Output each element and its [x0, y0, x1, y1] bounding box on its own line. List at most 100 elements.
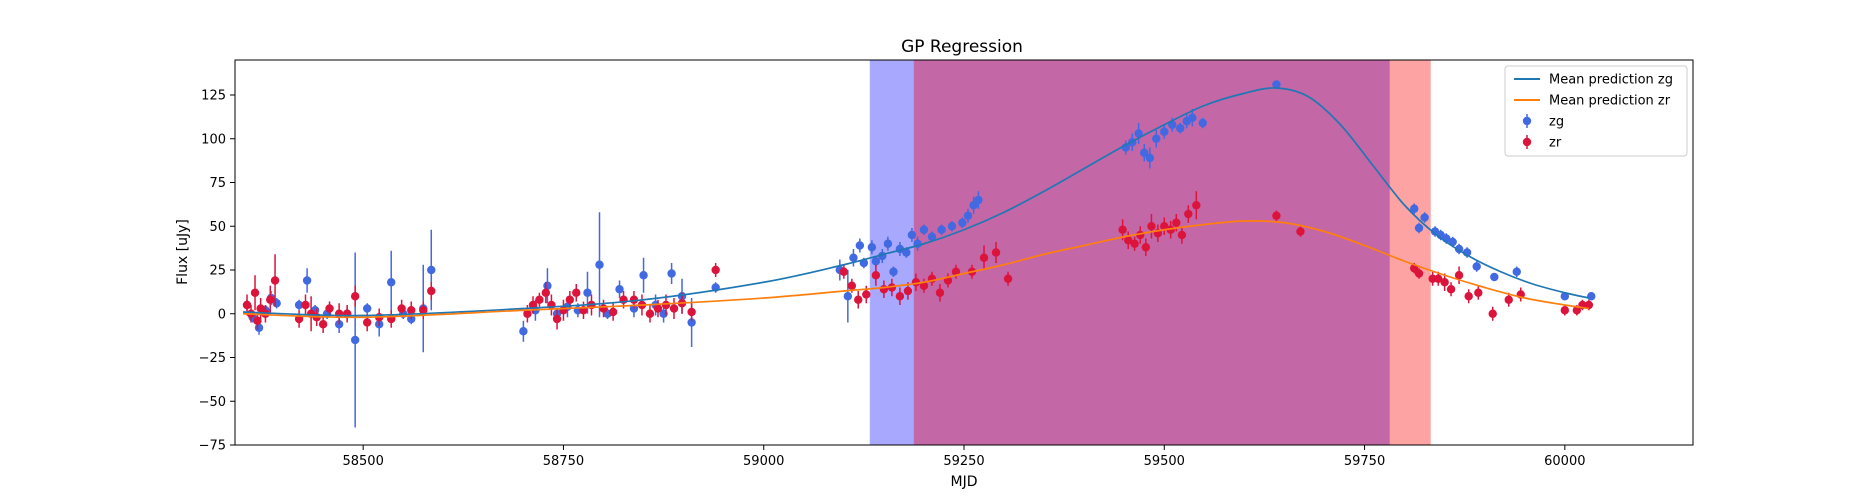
- data-point: [318, 320, 328, 329]
- data-point: [1140, 148, 1149, 157]
- data-point: [867, 243, 877, 252]
- data-point: [543, 281, 552, 290]
- shaded-region: [914, 60, 1391, 445]
- legend-marker-swatch: [1522, 137, 1532, 147]
- data-point: [427, 265, 436, 275]
- data-point: [902, 248, 911, 257]
- data-point: [1584, 300, 1594, 310]
- data-point: [325, 304, 334, 313]
- x-axis-title: MJD: [951, 474, 978, 490]
- chart-title: GP Regression: [901, 37, 1023, 57]
- data-point: [947, 222, 957, 231]
- data-point: [895, 292, 905, 301]
- data-point: [919, 225, 929, 234]
- x-tick-label: 59500: [1144, 454, 1185, 469]
- data-point: [889, 267, 898, 276]
- data-point: [907, 230, 917, 240]
- data-point: [871, 271, 881, 280]
- data-point: [350, 335, 360, 345]
- x-axis: 58500 58750 59000 59250 59500 59750 60000: [342, 445, 1586, 469]
- data-point: [1434, 274, 1443, 283]
- shaded-region: [1390, 60, 1431, 445]
- data-point: [687, 307, 696, 317]
- data-point: [903, 286, 913, 296]
- y-axis-title: Flux [uJy]: [175, 219, 191, 285]
- data-point: [883, 239, 893, 248]
- data-point: [1188, 113, 1197, 122]
- data-point: [862, 290, 871, 299]
- data-point: [1198, 118, 1207, 128]
- y-tick-label: 0: [218, 307, 226, 322]
- data-point: [535, 295, 544, 304]
- data-point: [645, 309, 655, 318]
- data-point: [979, 253, 989, 262]
- y-tick-label: −25: [199, 351, 226, 366]
- data-point: [519, 327, 528, 336]
- data-point: [847, 281, 857, 290]
- data-point: [1177, 230, 1187, 240]
- y-tick-label: −50: [199, 395, 226, 410]
- data-point: [879, 285, 889, 294]
- data-point: [1172, 218, 1181, 227]
- data-point: [565, 295, 575, 304]
- data-point: [266, 295, 275, 304]
- data-point: [362, 304, 372, 313]
- data-point: [1118, 225, 1127, 234]
- data-point: [1145, 153, 1155, 163]
- data-point: [974, 195, 983, 205]
- data-point: [951, 267, 961, 276]
- data-point: [667, 269, 676, 278]
- data-point: [583, 288, 592, 297]
- data-point: [547, 300, 556, 310]
- data-point: [1152, 134, 1161, 143]
- data-point: [1512, 267, 1521, 276]
- data-point: [854, 295, 863, 304]
- legend-label: zr: [1549, 136, 1562, 151]
- data-point: [615, 285, 624, 294]
- data-point: [1130, 239, 1139, 248]
- y-tick-label: 100: [201, 132, 226, 147]
- x-tick-label: 58500: [342, 454, 383, 469]
- data-point: [250, 288, 260, 297]
- data-point: [927, 232, 937, 241]
- data-point: [1414, 223, 1424, 233]
- data-point: [937, 225, 946, 234]
- data-point: [687, 318, 696, 327]
- data-point: [541, 288, 551, 297]
- data-point: [1410, 204, 1419, 213]
- legend-box: [1504, 65, 1688, 157]
- data-point: [1560, 306, 1570, 315]
- data-point: [608, 307, 618, 317]
- legend-marker-swatch: [1522, 116, 1532, 126]
- data-point: [1147, 222, 1156, 231]
- x-tick-label: 58750: [543, 454, 584, 469]
- data-point: [1003, 274, 1013, 283]
- data-point: [397, 304, 406, 313]
- data-point: [1560, 292, 1570, 301]
- data-point: [935, 288, 945, 297]
- data-point: [523, 309, 532, 318]
- data-point: [711, 265, 720, 275]
- data-point: [1440, 278, 1449, 287]
- data-point: [1414, 269, 1424, 278]
- data-point: [407, 306, 416, 315]
- data-point: [302, 276, 312, 285]
- data-point: [871, 257, 881, 266]
- y-tick-label: 75: [209, 176, 226, 191]
- data-point: [919, 281, 929, 290]
- y-tick-label: 50: [209, 220, 226, 235]
- data-point: [242, 300, 252, 310]
- data-point: [559, 306, 568, 315]
- data-point: [1160, 222, 1169, 231]
- y-axis: −75 −50 −25 0 25 50 75 100 125: [199, 89, 235, 454]
- y-tick-label: −75: [199, 439, 226, 454]
- legend-label: zg: [1549, 115, 1564, 130]
- data-point: [387, 278, 396, 287]
- data-point: [963, 211, 973, 220]
- y-tick-label: 125: [201, 89, 226, 104]
- data-point: [1572, 306, 1582, 315]
- data-point: [1420, 213, 1429, 222]
- data-point: [1184, 209, 1193, 219]
- data-point: [1176, 124, 1185, 133]
